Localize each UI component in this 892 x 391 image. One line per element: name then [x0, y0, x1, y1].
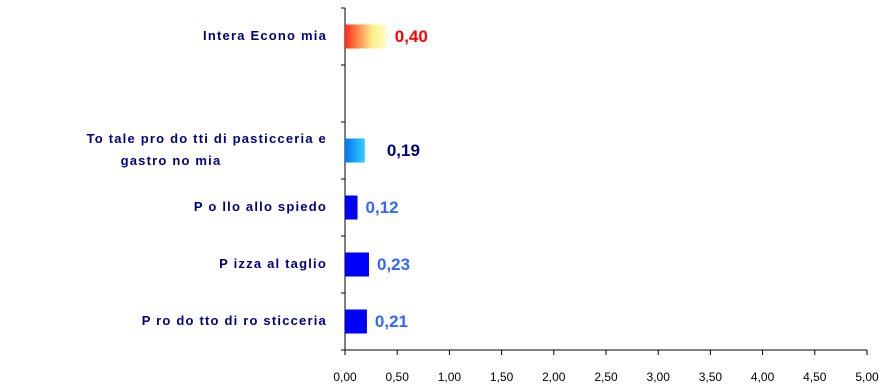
- bar: [345, 252, 370, 277]
- x-tick-label: 0,00: [333, 370, 357, 384]
- x-tick-label: 3,50: [699, 370, 723, 384]
- x-tick-label: 2,00: [542, 370, 566, 384]
- x-tick-label: 1,00: [438, 370, 462, 384]
- x-tick-label: 5,00: [855, 370, 879, 384]
- x-tick-label: 3,00: [647, 370, 671, 384]
- x-tick-label: 0,50: [386, 370, 410, 384]
- category-label: P o llo allo spiedo: [194, 199, 327, 214]
- x-tick-label: 4,00: [751, 370, 775, 384]
- label-layer: 0,40 Intera Econo mia 0,19 To tale pro do t…: [87, 27, 428, 331]
- x-tick-label: 4,50: [803, 370, 827, 384]
- category-label: To tale pro do tti di pasticceria e: [87, 131, 327, 146]
- category-label: P izza al taglio: [219, 256, 327, 271]
- category-label: P ro do tto di ro sticceria: [142, 313, 327, 328]
- axis-layer: 0,00 0,50 1,00 1,50 2,00 2,50 3,00 3,50 4,00 4,50…: [333, 7, 879, 384]
- x-tick-label: 2,50: [594, 370, 618, 384]
- x-tick-label: 1,50: [490, 370, 514, 384]
- data-label: 0,23: [377, 255, 410, 274]
- bar: [345, 195, 358, 220]
- category-label: gastro no mia: [121, 153, 222, 168]
- bar: [345, 138, 365, 163]
- data-label: 0,12: [366, 198, 399, 217]
- bar-layer: [345, 24, 387, 334]
- category-label: Intera Econo mia: [203, 28, 327, 43]
- data-label: 0,40: [395, 27, 428, 46]
- bar: [345, 24, 387, 49]
- data-label: 0,21: [375, 312, 408, 331]
- bar: [345, 309, 367, 334]
- data-label: 0,19: [387, 141, 420, 160]
